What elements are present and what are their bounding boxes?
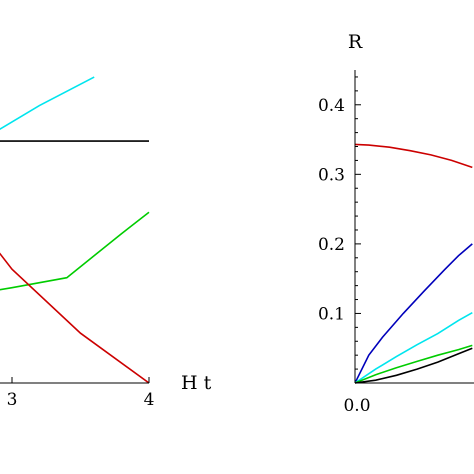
- left-x-tick-label: 4: [144, 390, 155, 410]
- right-x-ticks: 0.0: [343, 396, 370, 416]
- left-series-line-1: [0, 76, 95, 131]
- right-plot: 0.1 0.2 0.3 0.4 0.0 R: [318, 31, 474, 416]
- left-series-line-3: [0, 252, 150, 384]
- right-series-line-2: [355, 312, 473, 384]
- right-series-line-0: [355, 143, 473, 169]
- right-series-line-3: [355, 344, 473, 384]
- right-series-line-4: [355, 347, 473, 384]
- left-x-tick-label: 3: [7, 390, 18, 410]
- right-x-tick-label: 0.0: [343, 396, 370, 416]
- right-y-tick-label: 0.2: [318, 235, 345, 255]
- left-series-line-2: [0, 211, 150, 291]
- right-y-ticks: 0.1 0.2 0.3 0.4: [318, 76, 361, 370]
- right-series-line-1: [355, 243, 473, 384]
- right-series-group: [355, 143, 473, 384]
- right-y-axis-label: R: [348, 31, 363, 53]
- right-y-tick-label: 0.4: [318, 96, 345, 116]
- right-y-tick-label: 0.3: [318, 165, 345, 185]
- right-y-tick-label: 0.1: [318, 304, 345, 324]
- left-x-axis-label: H t: [181, 372, 212, 394]
- left-series-group: [0, 76, 150, 384]
